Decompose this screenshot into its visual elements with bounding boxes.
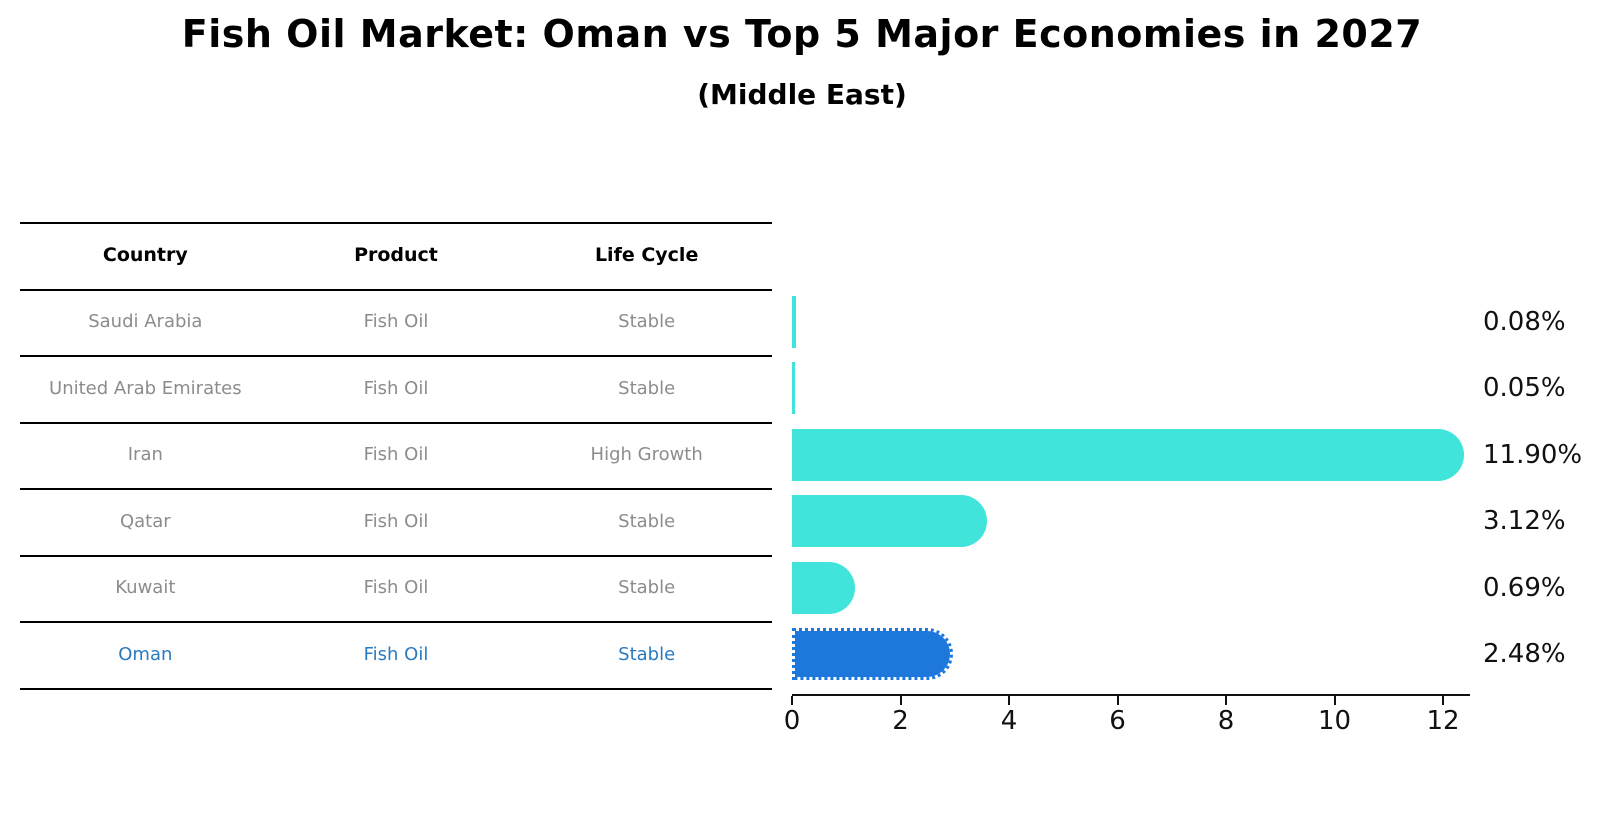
value-label-kuwait: 0.69% <box>1483 572 1566 603</box>
table-cell-united-arab-emirates-product: Fish Oil <box>363 377 429 399</box>
table-cell-saudi-arabia-product: Fish Oil <box>363 311 429 333</box>
x-axis-tick-label-10: 10 <box>1317 706 1352 736</box>
chart-subtitle: (Middle East) <box>697 78 907 111</box>
value-label-united-arab-emirates: 0.05% <box>1483 373 1566 404</box>
table-cell-oman-country: Oman <box>118 643 173 665</box>
table-cell-oman-life-cycle: Stable <box>618 643 676 665</box>
table-cell-united-arab-emirates-country: United Arab Emirates <box>49 377 242 399</box>
value-label-iran: 11.90% <box>1483 439 1583 470</box>
table-cell-saudi-arabia-country: Saudi Arabia <box>88 311 203 333</box>
bar-kuwait <box>792 561 856 614</box>
value-label-oman: 2.48% <box>1483 639 1566 670</box>
x-axis-tick-4 <box>1008 696 1010 705</box>
table-cell-kuwait-product: Fish Oil <box>363 577 429 599</box>
bar-oman <box>792 628 953 681</box>
bar-saudi-arabia <box>792 295 797 348</box>
table-header-product: Product <box>354 244 438 267</box>
bar-united-arab-emirates <box>792 362 795 415</box>
table-row-line <box>20 554 772 557</box>
table-row-line <box>20 621 772 623</box>
x-axis-tick-label-6: 6 <box>1109 706 1126 736</box>
table-header-country: Country <box>102 244 188 267</box>
x-axis-tick-label-2: 2 <box>892 706 909 736</box>
x-axis-tick-8 <box>1225 696 1227 705</box>
x-axis-tick-6 <box>1116 696 1119 705</box>
x-axis-line <box>792 694 1470 696</box>
table-row-line <box>20 421 772 424</box>
x-axis-tick-10 <box>1333 696 1336 705</box>
table-cell-qatar-country: Qatar <box>119 510 171 532</box>
table-cell-united-arab-emirates-life-cycle: Stable <box>618 377 676 399</box>
table-cell-iran-life-cycle: High Growth <box>590 444 703 466</box>
table-cell-qatar-life-cycle: Stable <box>618 510 676 532</box>
table-cell-qatar-product: Fish Oil <box>363 510 429 532</box>
x-axis-tick-12 <box>1442 696 1444 705</box>
x-axis-tick-label-8: 8 <box>1217 706 1235 736</box>
table-cell-saudi-arabia-life-cycle: Stable <box>618 311 676 333</box>
table-cell-oman-product: Fish Oil <box>363 643 429 665</box>
chart-title: Fish Oil Market: Oman vs Top 5 Major Eco… <box>181 12 1423 56</box>
x-axis-tick-label-4: 4 <box>1000 706 1018 736</box>
x-axis-tick-label-0: 0 <box>783 706 801 736</box>
x-axis-tick-2 <box>899 696 902 705</box>
table-row-line <box>20 355 772 357</box>
table-cell-iran-product: Fish Oil <box>363 444 429 466</box>
table-header-life-cycle: Life Cycle <box>594 244 699 267</box>
table-cell-kuwait-country: Kuwait <box>115 577 176 599</box>
table-row-line <box>20 687 772 690</box>
table-row-line <box>20 488 772 490</box>
value-label-qatar: 3.12% <box>1483 506 1566 537</box>
table-row-line <box>20 288 772 291</box>
table-cell-iran-country: Iran <box>127 444 163 466</box>
value-label-saudi-arabia: 0.08% <box>1483 306 1566 337</box>
x-axis-tick-label-12: 12 <box>1426 706 1460 736</box>
x-axis-tick-0 <box>791 696 793 705</box>
bar-qatar <box>792 495 988 548</box>
bar-iran <box>792 428 1464 481</box>
table-cell-kuwait-life-cycle: Stable <box>618 577 676 599</box>
table-top-line <box>20 222 772 224</box>
